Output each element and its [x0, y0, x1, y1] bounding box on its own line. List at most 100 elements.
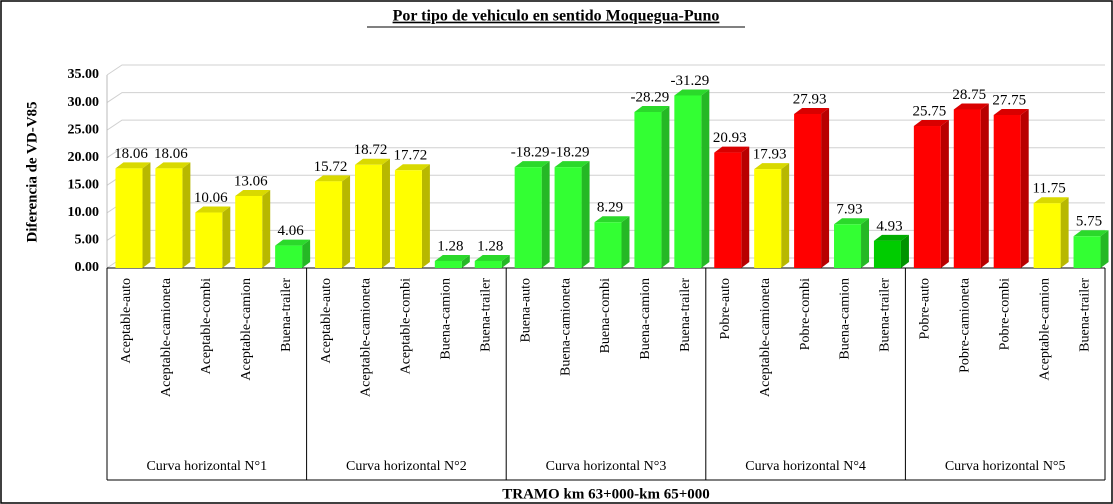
bar: [554, 167, 582, 268]
bar-side: [581, 161, 590, 268]
bar-top: [235, 189, 271, 196]
bar-group: [275, 239, 311, 268]
value-label: 5.75: [1076, 214, 1102, 230]
y-tick-label: 25.00: [68, 122, 100, 137]
value-label: -18.29: [511, 145, 550, 161]
bar-side: [381, 158, 390, 268]
bar: [634, 112, 662, 268]
y-tick-label: 10.00: [68, 205, 100, 220]
bar-side: [222, 206, 231, 268]
bar-side: [342, 175, 351, 268]
bar-side: [421, 164, 430, 268]
bar-side: [262, 189, 271, 268]
group-label: Curva horizontal N°4: [745, 459, 866, 474]
x-tick-label: Buena-trailer: [1077, 278, 1092, 352]
y-tick-label: 0.00: [75, 260, 100, 275]
x-tick-label: Buena-camion: [838, 278, 853, 360]
bar-group: [155, 162, 191, 268]
group-label: Curva horizontal N°2: [346, 459, 467, 474]
value-label: 18.06: [154, 146, 188, 162]
bar-group: [873, 234, 909, 268]
x-tick-label: Pobre-combi: [997, 278, 1012, 350]
value-label: 17.72: [394, 148, 428, 164]
x-tick-label: Aceptable-camioneta: [359, 277, 374, 397]
bar-top: [714, 146, 750, 153]
bar-group: [714, 146, 750, 268]
value-label: -31.29: [670, 73, 709, 89]
bar-side: [781, 163, 790, 268]
value-label: 27.93: [793, 91, 827, 107]
value-label: 8.29: [597, 200, 623, 216]
bar-side: [661, 106, 670, 268]
bar-group: [394, 164, 430, 268]
bar-group: [794, 107, 830, 269]
bar-group: [913, 120, 949, 268]
value-label: 25.75: [912, 103, 946, 119]
bar-top: [873, 234, 909, 241]
bar-group: [993, 108, 1029, 268]
x-axis-title: TRAMO km 63+000-km 65+000: [502, 486, 710, 502]
value-label: 15.72: [314, 159, 348, 175]
value-label: 4.06: [278, 223, 305, 239]
bar-top: [195, 206, 231, 213]
bar: [794, 113, 822, 269]
bar: [434, 260, 462, 268]
bar-group: [1073, 230, 1109, 268]
bar-top: [674, 89, 710, 96]
bar-group: [594, 216, 630, 268]
value-label: 13.06: [234, 173, 268, 189]
bar-top: [275, 239, 311, 246]
value-label: -28.29: [631, 89, 670, 105]
bar: [594, 222, 622, 268]
bar-side: [701, 89, 710, 268]
bar-side: [821, 107, 830, 269]
x-tick-label: Aceptable-camioneta: [159, 277, 174, 397]
bar-top: [754, 163, 790, 170]
bar-top: [315, 175, 351, 182]
bar-top: [394, 164, 430, 171]
x-tick-label: Pobre-auto: [918, 278, 933, 339]
bar-side: [980, 103, 989, 268]
bar-top: [354, 158, 390, 165]
y-tick-label: 15.00: [68, 178, 100, 193]
x-tick-label: Buena-trailer: [878, 278, 893, 352]
x-tick-label: Aceptable-auto: [319, 278, 334, 364]
bar-side: [501, 254, 510, 268]
x-tick-label: Aceptable-auto: [119, 278, 134, 364]
bar-group: [634, 106, 670, 268]
value-label: 28.75: [952, 87, 986, 103]
bar-top: [834, 218, 870, 225]
bar-top: [1073, 230, 1109, 237]
group-label: Curva horizontal N°1: [146, 459, 267, 474]
bar-group: [953, 103, 989, 268]
value-label: 27.75: [992, 92, 1026, 108]
bar-group: [315, 175, 351, 268]
bar: [235, 195, 263, 268]
bar-side: [1060, 197, 1069, 268]
bar: [115, 168, 143, 268]
value-label: 18.06: [114, 146, 148, 162]
value-label: 11.75: [1033, 181, 1066, 197]
value-label: 1.28: [477, 238, 503, 254]
bar-side: [940, 120, 949, 268]
bar: [754, 169, 782, 268]
chart-title: Por tipo de vehiculo en sentido Moquegua…: [393, 8, 720, 25]
y-tick-label: 20.00: [68, 150, 100, 165]
y-tick-label: 5.00: [75, 233, 100, 248]
bar-group: [354, 158, 390, 268]
value-label: 7.93: [836, 202, 862, 218]
bar-group: [554, 161, 590, 268]
bar-top: [474, 254, 510, 261]
x-tick-label: Buena-combi: [598, 278, 613, 354]
x-tick-label: Aceptable-combi: [399, 278, 414, 375]
grid-line: [106, 64, 1105, 76]
x-tick-label: Buena-trailer: [678, 278, 693, 352]
x-tick-label: Aceptable-camion: [239, 278, 254, 381]
group-label: Curva horizontal N°5: [945, 459, 1066, 474]
bar: [714, 152, 742, 268]
grid-line: [106, 92, 1105, 103]
value-label: 10.06: [194, 190, 228, 206]
x-tick-label: Buena-auto: [518, 278, 533, 343]
bar-side: [302, 239, 311, 268]
bar: [873, 240, 901, 268]
